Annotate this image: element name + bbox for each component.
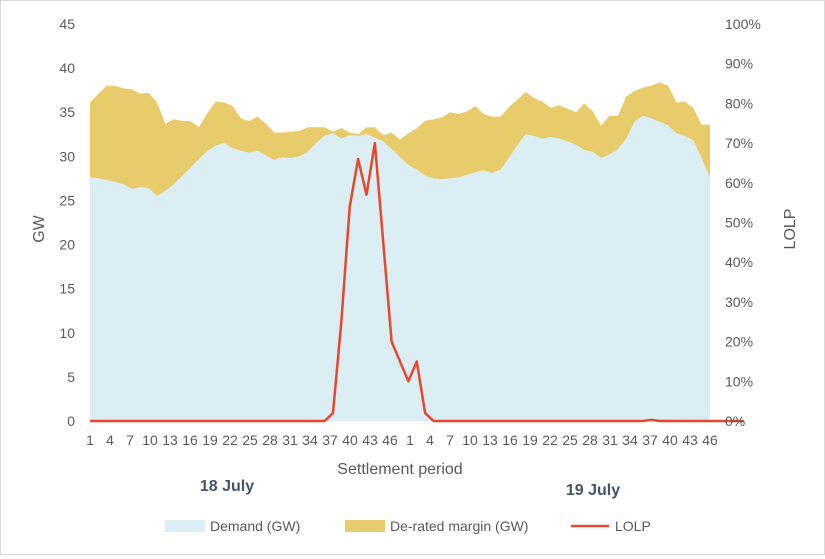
area-layer [90,82,710,421]
x-tick-label: 13 [482,432,498,448]
right-tick-label: 10% [725,373,753,389]
x-tick-label: 16 [182,432,198,448]
legend-swatch-margin [345,520,385,532]
x-tick-label: 10 [142,432,158,448]
right-axis-ticks: 0% 10% 20% 30% 40% 50% 60% 70% 80% 90% 100% [725,16,761,429]
right-tick-label: 90% [725,56,753,72]
x-tick-label: 43 [682,432,698,448]
left-tick-label: 15 [59,281,75,297]
x-tick-label: 4 [426,432,434,448]
x-tick-label: 37 [642,432,658,448]
legend-label-demand: Demand (GW) [210,518,300,534]
x-tick-label: 28 [262,432,278,448]
x-tick-label: 46 [702,432,718,448]
left-tick-label: 30 [59,148,75,164]
right-tick-label: 0% [725,413,745,429]
x-tick-label: 19 [202,432,218,448]
series-derated-margin-area [90,82,710,197]
left-tick-label: 25 [59,192,75,208]
x-tick-label: 28 [582,432,598,448]
left-tick-label: 20 [59,237,75,253]
x-tick-label: 25 [242,432,258,448]
legend-label-lolp: LOLP [615,518,651,534]
x-tick-label: 34 [622,432,638,448]
x-tick-label: 1 [86,432,94,448]
x-tick-label: 31 [282,432,298,448]
right-tick-label: 80% [725,95,753,111]
left-tick-label: 35 [59,104,75,120]
left-axis-ticks: 0 5 10 15 20 25 30 35 40 45 [59,16,75,429]
x-axis-ticks: 1 4 7 10 13 16 19 22 25 28 31 34 37 40 43 46 1 4 7 10 13 16 19… [86,432,718,448]
legend-label-margin: De-rated margin (GW) [390,518,528,534]
right-tick-label: 60% [725,175,753,191]
x-tick-label: 4 [106,432,114,448]
left-tick-label: 40 [59,60,75,76]
legend: Demand (GW) De-rated margin (GW) LOLP [165,518,651,534]
right-tick-label: 20% [725,334,753,350]
x-tick-label: 43 [362,432,378,448]
x-tick-label: 25 [562,432,578,448]
right-tick-label: 40% [725,254,753,270]
line-layer [90,141,744,423]
series-demand-area [90,115,710,421]
day-label-1: 18 July [200,478,254,495]
right-tick-label: 70% [725,135,753,151]
x-tick-label: 13 [162,432,178,448]
x-tick-label: 19 [522,432,538,448]
x-tick-label: 10 [462,432,478,448]
x-tick-label: 7 [126,432,134,448]
left-tick-label: 0 [67,413,75,429]
legend-swatch-demand [165,520,205,532]
left-axis-title: GW [31,214,48,242]
right-tick-label: 100% [725,16,761,32]
x-tick-label: 31 [602,432,618,448]
x-tick-label: 16 [502,432,518,448]
right-tick-label: 50% [725,215,753,231]
left-tick-label: 10 [59,325,75,341]
x-tick-label: 22 [222,432,238,448]
x-tick-label: 22 [542,432,558,448]
x-tick-label: 37 [322,432,338,448]
x-tick-label: 7 [446,432,454,448]
series-lolp-line [90,141,744,423]
x-tick-label: 1 [406,432,414,448]
right-tick-label: 30% [725,294,753,310]
x-tick-label: 34 [302,432,318,448]
left-tick-label: 45 [59,16,75,32]
x-tick-label: 46 [382,432,398,448]
x-tick-label: 40 [662,432,678,448]
day-label-2: 19 July [566,482,620,499]
x-axis-title: Settlement period [337,461,462,478]
right-axis-title: LOLP [782,209,799,250]
left-tick-label: 5 [67,369,75,385]
x-tick-label: 40 [342,432,358,448]
